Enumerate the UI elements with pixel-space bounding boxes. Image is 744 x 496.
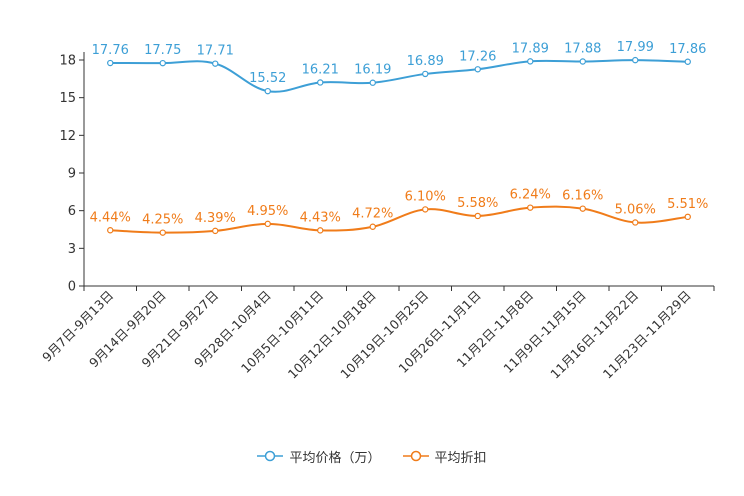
data-label: 17.86: [669, 42, 706, 57]
series-0: 17.76 17.75 17.71 15.52 16.21 16.19 16.89 17.26…: [92, 40, 706, 95]
data-point[interactable]: [264, 220, 271, 228]
data-point[interactable]: [579, 205, 586, 212]
data-point[interactable]: [422, 70, 429, 78]
x-tick-label: 10月19日-10月25日: [337, 288, 431, 382]
x-tick-label: 11月23日-11月29日: [600, 288, 694, 382]
data-label: 4.44%: [90, 210, 131, 225]
data-label: 6.24%: [510, 188, 551, 203]
y-tick-label: 15: [59, 91, 76, 106]
data-label: 5.58%: [457, 196, 498, 211]
data-point[interactable]: [369, 223, 376, 230]
data-point[interactable]: [159, 229, 166, 236]
y-tick-label: 3: [68, 242, 76, 257]
data-point[interactable]: [684, 213, 691, 221]
data-label: 4.25%: [142, 213, 183, 228]
data-point[interactable]: [317, 227, 324, 234]
data-label: 4.72%: [352, 207, 393, 222]
series-1: 4.44% 4.25% 4.39% 4.95% 4.43% 4.72% 6.10% 5.58%…: [90, 188, 708, 236]
legend-discount-label: 平均折扣: [434, 450, 487, 466]
data-label: 4.95%: [247, 204, 288, 219]
data-label: 16.19: [354, 63, 391, 78]
y-tick-label: 0: [68, 280, 76, 295]
data-point[interactable]: [107, 59, 114, 67]
data-label: 5.06%: [615, 202, 656, 217]
legend-item-discount[interactable]: 平均折扣: [402, 447, 487, 466]
data-point[interactable]: [684, 58, 691, 65]
data-label: 17.88: [564, 42, 601, 57]
data-label: 6.10%: [405, 189, 446, 204]
legend-price-marker-icon: [257, 450, 284, 462]
data-label: 16.21: [302, 62, 339, 77]
data-label: 15.52: [249, 71, 286, 86]
data-point[interactable]: [474, 212, 481, 220]
y-tick-label: 12: [59, 129, 76, 144]
data-point[interactable]: [527, 204, 534, 211]
data-label: 4.39%: [195, 211, 236, 226]
data-point[interactable]: [264, 87, 271, 95]
data-label: 5.51%: [667, 197, 708, 212]
data-point[interactable]: [369, 79, 376, 86]
series-line: [110, 59, 688, 93]
legend-item-price[interactable]: 平均价格（万）: [257, 447, 381, 466]
y-tick-label: 6: [68, 204, 76, 219]
data-point[interactable]: [159, 59, 166, 67]
y-tick-label: 9: [68, 167, 76, 182]
data-label: 4.43%: [300, 210, 341, 225]
x-tick-label: 10月12日-10月18日: [285, 288, 379, 382]
data-point[interactable]: [579, 58, 586, 65]
data-label: 17.26: [459, 49, 496, 64]
data-label: 17.89: [512, 41, 549, 56]
series-line: [110, 205, 688, 234]
data-point[interactable]: [317, 79, 324, 86]
data-label: 17.71: [197, 44, 234, 59]
series-layer: 17.76 17.75 17.71 15.52 16.21 16.19 16.89 17.26…: [90, 40, 708, 236]
data-point[interactable]: [422, 206, 429, 213]
data-point[interactable]: [632, 219, 639, 226]
legend-discount-marker-icon: [402, 450, 429, 462]
data-point[interactable]: [107, 227, 114, 234]
x-tick-label: 11月16日-11月22日: [547, 288, 641, 382]
data-point[interactable]: [212, 227, 219, 235]
data-label: 16.89: [407, 54, 444, 69]
y-tick-label: 18: [59, 54, 76, 69]
data-label: 17.76: [92, 43, 129, 58]
legend-price-label: 平均价格（万）: [289, 450, 381, 466]
legend: 平均价格（万） 平均折扣: [0, 444, 744, 468]
data-label: 17.75: [144, 43, 181, 58]
data-label: 17.99: [617, 40, 654, 55]
data-point[interactable]: [527, 58, 534, 65]
data-point[interactable]: [474, 66, 481, 73]
data-point[interactable]: [212, 60, 219, 67]
data-label: 6.16%: [562, 189, 603, 204]
data-point[interactable]: [632, 56, 639, 64]
